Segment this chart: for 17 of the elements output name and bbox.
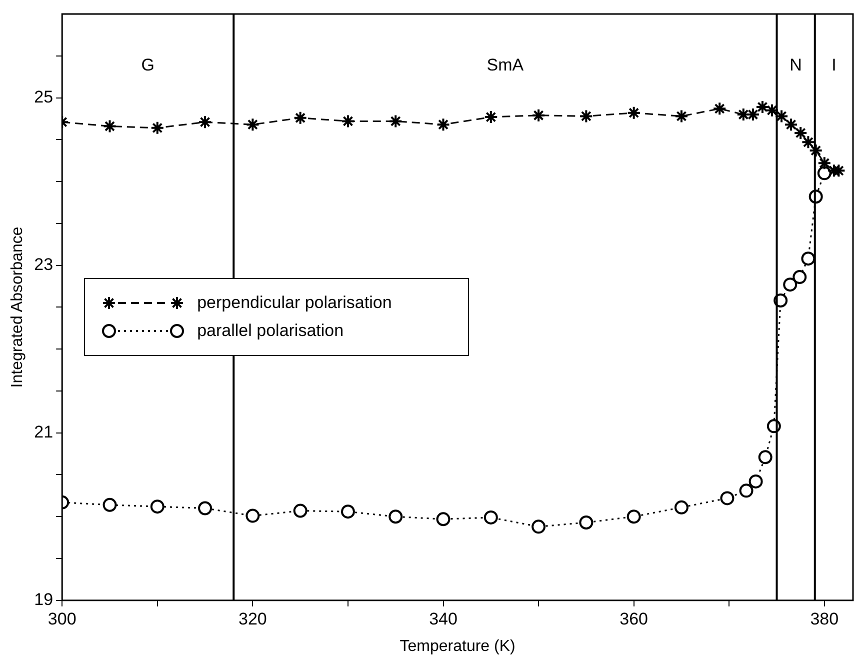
annotation: I bbox=[832, 56, 836, 75]
y-tick-label: 23 bbox=[34, 255, 54, 274]
y-tick-label: 19 bbox=[34, 590, 54, 610]
y-tick-label: 21 bbox=[34, 422, 54, 442]
y-tick-label: 25 bbox=[34, 87, 54, 106]
y-axis-title: Integrated Absorbance bbox=[9, 226, 26, 388]
x-tick-label: 380 bbox=[810, 609, 839, 628]
x-tick-label: 360 bbox=[620, 609, 648, 628]
annotation: G bbox=[141, 56, 154, 75]
annotation: SmA bbox=[486, 56, 524, 75]
legend-label: parallel polarisation bbox=[197, 320, 344, 341]
x-tick-label: 320 bbox=[238, 609, 267, 628]
x-axis-title: Temperature (K) bbox=[400, 638, 516, 655]
x-tick-label: 340 bbox=[429, 609, 458, 628]
x-tick-label: 300 bbox=[48, 609, 76, 628]
legend-label: perpendicular polarisation bbox=[197, 292, 392, 313]
annotation: N bbox=[790, 56, 802, 75]
